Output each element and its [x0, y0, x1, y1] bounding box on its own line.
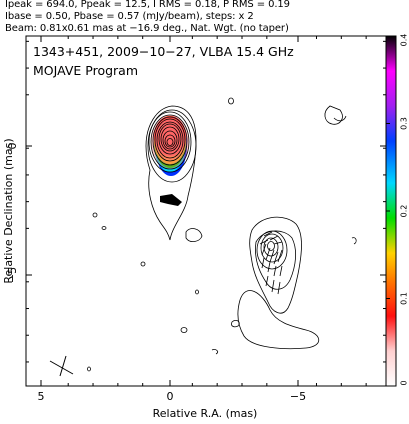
colorbar-tick-0.4: 0.4	[400, 34, 409, 47]
x-tick-label-neg5: −5	[290, 390, 306, 403]
x-axis-label: Relative R.A. (mas)	[153, 407, 258, 420]
colorbar-tick-0: 0	[400, 380, 409, 385]
stats-line-beam: Beam: 0.81x0.61 mas at −16.9 deg., Nat. …	[5, 23, 289, 34]
colorbar: 0 0.1 0.2 0.3 0.4	[385, 34, 409, 387]
colorbar-tick-0.3: 0.3	[400, 117, 409, 130]
beam-ellipse-marker	[49, 355, 74, 377]
y-tick-label-neg5: −5	[6, 267, 19, 283]
stats-line-peak: Ipeak = 694.0, Ppeak = 12.5, I RMS = 0.1…	[5, 0, 290, 10]
colorbar-tick-0.1: 0.1	[400, 292, 409, 305]
y-axis-label: Relative Declination (mas)	[2, 138, 15, 283]
colorbar-tick-0.2: 0.2	[400, 205, 409, 218]
core-component	[145, 105, 197, 241]
jet-component	[237, 216, 320, 350]
noise-contours	[87, 97, 357, 372]
x-axis-minor-ticks	[67, 36, 367, 386]
stats-line-base: Ibase = 0.50, Pbase = 0.57 (mJy/beam), s…	[5, 11, 254, 22]
x-axis-ticks	[40, 36, 299, 386]
plot-title: 1343+451, 2009−10−27, VLBA 15.4 GHz	[33, 44, 294, 59]
plot-frame	[25, 35, 387, 387]
x-tick-label-5: 5	[38, 390, 45, 403]
y-axis-minor-ticks	[26, 40, 386, 363]
y-axis-ticks	[26, 145, 386, 276]
x-tick-label-0: 0	[167, 390, 174, 403]
y-tick-label-0: 0	[6, 143, 19, 150]
plot-subtitle: MOJAVE Program	[33, 63, 138, 78]
